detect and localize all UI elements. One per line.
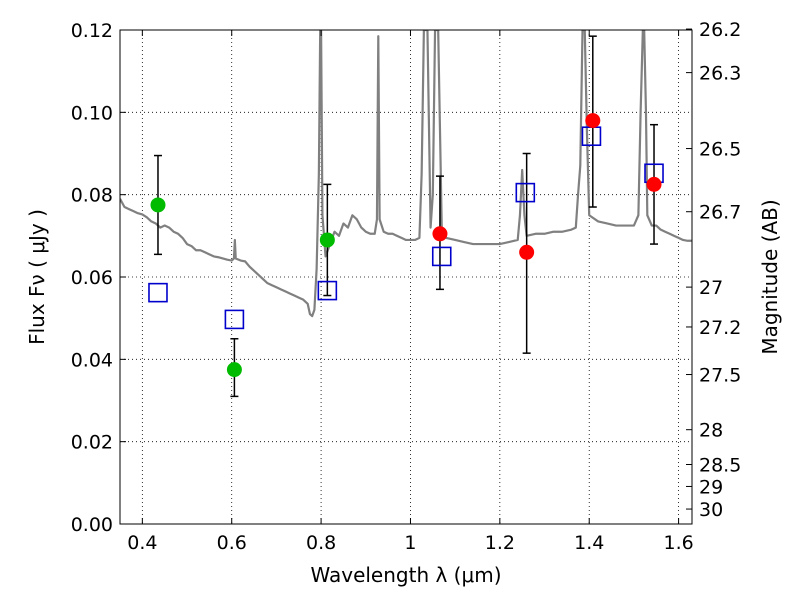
observed-point-red [646,176,662,192]
data-points [148,113,664,378]
x-tick-label: 1.2 [485,532,515,554]
y-tick-label: 0.04 [71,349,113,371]
y-tick-label: 0.10 [71,102,113,124]
y-axis-ticks: 0.00 0.02 0.04 0.06 0.08 0.10 0.12 [71,20,126,536]
mag-tick-label: 26.2 [699,19,741,41]
model-photometry-point [431,246,452,267]
model-photometry-point [317,280,338,301]
model-spectrum-line [120,30,692,318]
x-tick-label: 0.8 [306,532,336,554]
y-tick-label: 0.00 [71,514,113,536]
x-tick-label: 1.4 [574,532,604,554]
observed-point-red [519,244,535,260]
y-tick-label: 0.12 [71,20,113,42]
x-axis-title: Wavelength λ (μm) [310,563,501,587]
mag-tick-label: 29 [699,476,723,498]
observed-point-red [432,226,448,242]
mag-tick-label: 26.7 [699,202,741,224]
mag-tick-label: 28.5 [699,454,741,476]
y-tick-label: 0.02 [71,432,113,454]
mag-tick-label: 30 [699,499,723,521]
x-tick-label: 1 [404,532,416,554]
mag-tick-label: 26.5 [699,139,741,161]
x-axis-ticks: 0.4 0.6 0.8 1 1.2 1.4 1.6 [127,30,694,554]
model-spectrum-layer [120,30,692,318]
mag-tick-label: 27 [699,277,723,299]
observed-point-red [585,113,601,129]
observed-point-green [226,362,242,378]
magnitude-axis-title: Magnitude (AB) [758,199,782,354]
observed-point-green [150,197,166,213]
model-photometry-point [148,282,168,303]
x-tick-label: 0.4 [127,532,157,554]
model-photometry-point [515,182,536,203]
y-tick-label: 0.06 [71,267,113,289]
y-axis-title: Flux Fν ( μJy ) [25,209,49,345]
mag-tick-label: 27.5 [699,365,741,387]
x-tick-label: 0.6 [217,532,247,554]
y-tick-label: 0.08 [71,185,113,207]
mag-tick-label: 26.3 [699,63,741,85]
mag-tick-label: 27.2 [699,317,741,339]
model-photometry-point [224,309,245,330]
mag-tick-label: 28 [699,420,723,442]
x-tick-label: 1.6 [663,532,693,554]
observed-point-green [319,232,335,248]
